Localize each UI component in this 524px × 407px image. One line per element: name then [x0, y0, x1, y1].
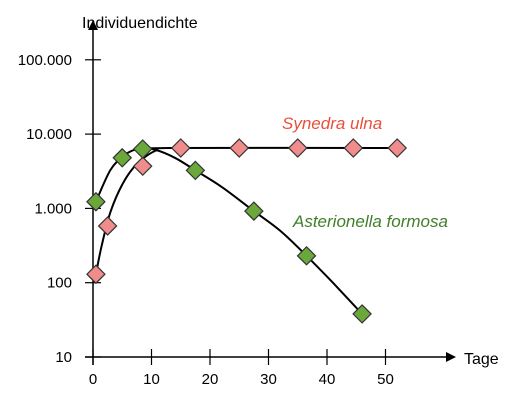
data-point-synedra-ulna — [132, 156, 153, 177]
x-tick-label: 10 — [143, 371, 160, 388]
data-point-asterionella-formosa — [185, 160, 206, 181]
data-point-synedra-ulna — [387, 138, 408, 158]
data-point-asterionella-formosa — [132, 139, 153, 159]
y-tick-label: 100.000 — [18, 52, 72, 69]
data-point-synedra-ulna — [170, 138, 191, 158]
axes-layer: 10 100 1.000 10.000 100.000 0 10 20 30 40 50 — [18, 20, 456, 388]
data-point-asterionella-formosa — [244, 201, 264, 221]
y-tick-label: 10.000 — [26, 126, 72, 143]
x-tick-label: 30 — [260, 371, 277, 388]
data-point-synedra-ulna — [97, 216, 118, 236]
y-tick-label: 100 — [47, 275, 72, 292]
x-tick-label: 0 — [89, 371, 97, 388]
y-tick-label: 10 — [55, 349, 72, 366]
y-axis-title: Individuendichte — [82, 15, 198, 32]
x-tick-label: 50 — [377, 371, 394, 388]
data-point-asterionella-formosa — [86, 191, 106, 212]
markers-layer — [86, 138, 408, 324]
x-tick-label: 40 — [319, 371, 336, 388]
data-point-synedra-ulna — [229, 138, 250, 158]
data-point-synedra-ulna — [86, 264, 106, 285]
data-point-asterionella-formosa — [112, 147, 133, 168]
y-tick-label: 1.000 — [34, 200, 72, 217]
series-label-synedra-ulna: Synedra ulna — [282, 114, 382, 133]
data-point-asterionella-formosa — [352, 304, 372, 324]
x-axis-title: Tage — [464, 351, 499, 368]
data-point-asterionella-formosa — [296, 245, 317, 266]
x-tick-label: 20 — [202, 371, 219, 388]
data-point-synedra-ulna — [343, 138, 364, 158]
data-point-synedra-ulna — [287, 138, 308, 158]
series-label-asterionella-formosa: Asterionella formosa — [292, 212, 448, 231]
